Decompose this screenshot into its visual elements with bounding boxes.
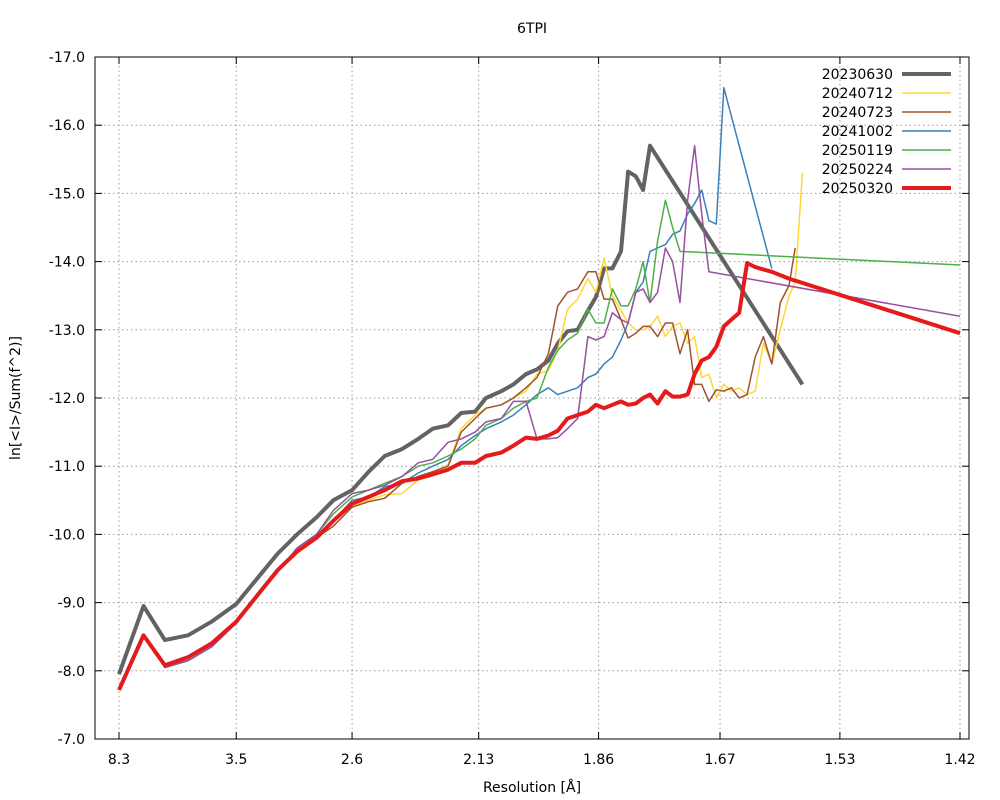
legend-label-20250224: 20250224 (822, 162, 893, 178)
series-line-20250119 (118, 199, 961, 691)
x-tick-label: 1.53 (824, 752, 855, 768)
y-tick-label: -14.0 (49, 255, 85, 271)
legend-label-20241002: 20241002 (822, 124, 893, 140)
x-tick-label: 2.6 (341, 752, 363, 768)
x-axis-label: Resolution [Å] (483, 779, 581, 796)
x-tick-label: 8.3 (108, 752, 130, 768)
legend-label-20250320: 20250320 (822, 181, 893, 197)
y-tick-label: -7.0 (58, 732, 85, 748)
y-tick-label: -10.0 (49, 527, 85, 543)
y-tick-label: -11.0 (49, 459, 85, 475)
x-tick-label: 2.13 (463, 752, 494, 768)
series-line-20250320 (117, 261, 961, 691)
series-line-20230630 (117, 143, 805, 675)
y-tick-label: -16.0 (49, 118, 85, 134)
legend-label-20240712: 20240712 (822, 86, 893, 102)
legend-label-20250119: 20250119 (822, 143, 893, 159)
y-tick-label: -12.0 (49, 391, 85, 407)
y-tick-label: -8.0 (58, 664, 85, 680)
y-tick-label: -13.0 (49, 323, 85, 339)
chart-title: 6TPI (517, 21, 547, 37)
plot-area (117, 86, 961, 691)
y-axis-label: ln[<I>/Sum(f^2)] (8, 336, 24, 460)
axis-ticks: -7.0 -8.0 -9.0 -10.0 -11.0 -12.0 -13.0 -14.0 -15… (49, 50, 976, 768)
x-tick-label: 1.86 (583, 752, 614, 768)
legend-label-20230630: 20230630 (822, 67, 893, 83)
x-tick-label: 1.42 (944, 752, 975, 768)
y-tick-label: -9.0 (58, 596, 85, 612)
y-tick-label: -15.0 (49, 186, 85, 202)
grid (95, 56, 969, 740)
x-tick-label: 3.5 (225, 752, 247, 768)
x-tick-label: 1.67 (704, 752, 735, 768)
y-tick-label: -17.0 (49, 50, 85, 66)
series-line-20241002 (118, 86, 773, 691)
legend: 20230630 20240712 20240723 20241002 20250119… (822, 67, 951, 197)
legend-label-20240723: 20240723 (822, 105, 893, 121)
series-line-20240723 (118, 247, 796, 691)
